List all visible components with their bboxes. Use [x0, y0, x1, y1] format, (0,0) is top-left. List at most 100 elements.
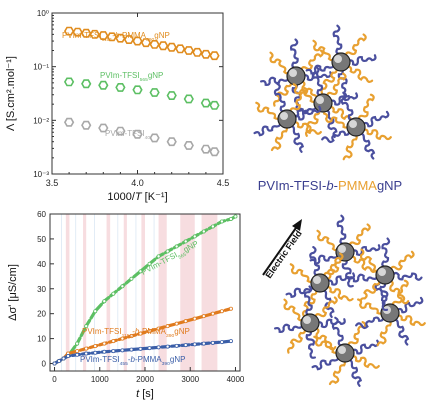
- polymer-chain: [305, 329, 316, 359]
- series-label: PVIm-TFSI565gNP: [100, 71, 163, 83]
- series-0: [63, 26, 220, 61]
- polymer-chain: [357, 298, 384, 315]
- label-part: -: [128, 355, 131, 364]
- series-1: [63, 77, 220, 110]
- data-point: [210, 311, 215, 316]
- data-point: [175, 44, 186, 54]
- polymer-chain: [289, 87, 309, 113]
- data-point: [219, 309, 224, 314]
- polymer-chain: [389, 279, 410, 305]
- data-point: [115, 83, 126, 92]
- data-point: [210, 224, 215, 229]
- nanoparticle-highlight: [289, 69, 297, 77]
- polymer-chain: [392, 318, 410, 346]
- data-point: [183, 239, 188, 244]
- polymer-chain: [312, 39, 336, 62]
- polymer-chain: [357, 93, 375, 121]
- data-point: [201, 229, 206, 234]
- nanoparticle-highlight: [316, 96, 324, 104]
- series-0: [52, 214, 238, 366]
- polymer-chain: [288, 125, 304, 153]
- label-part: t: [136, 388, 140, 400]
- shaded-band: [83, 214, 87, 371]
- shaded-band: [201, 214, 218, 371]
- polymer-chain: [289, 38, 299, 70]
- data-point: [52, 361, 57, 366]
- data-point: [98, 31, 109, 40]
- data-point: [75, 341, 80, 346]
- label-part: [K: [142, 191, 156, 203]
- label-part: PVIm-TFSI: [100, 71, 140, 80]
- polymer-chain: [346, 359, 362, 387]
- x-axis-label: 1000/T [K⁻¹]: [107, 191, 167, 203]
- polymer-chain: [362, 128, 392, 141]
- polymer-chain: [321, 129, 351, 144]
- nanoparticle: [277, 109, 297, 129]
- polymer-chain: [325, 285, 354, 302]
- polymer-chain: [303, 285, 313, 317]
- data-point: [183, 94, 194, 104]
- data-point: [63, 77, 75, 87]
- polymer-chain: [344, 33, 367, 57]
- nanoparticle-highlight: [334, 55, 342, 63]
- data-point: [228, 306, 233, 311]
- polymer-chain: [291, 82, 302, 112]
- data-point: [192, 47, 203, 57]
- polymer-chain: [285, 283, 314, 298]
- data-point: [115, 33, 126, 43]
- data-point: [147, 329, 152, 334]
- nanoparticle: [310, 273, 330, 293]
- data-point: [228, 216, 233, 221]
- label-part: -: [132, 327, 135, 336]
- data-point: [84, 346, 89, 351]
- data-point: [138, 346, 143, 351]
- field-arrow-line: [262, 224, 299, 276]
- polymer-chain: [358, 132, 376, 160]
- label-part: b: [326, 178, 333, 193]
- polymer-chain: [293, 105, 322, 121]
- data-point: [72, 27, 83, 37]
- data-point: [183, 141, 194, 150]
- x-tick-label: 3.5: [46, 178, 59, 188]
- x-tick-label: 1000: [91, 375, 109, 384]
- y-axis-label: Δσ' [μS/cm]: [7, 264, 19, 321]
- data-point: [149, 133, 160, 143]
- polymer-chain: [351, 339, 380, 355]
- polymer-chain: [274, 322, 304, 333]
- label-part: -: [334, 178, 338, 193]
- x-tick-label: 0: [52, 375, 57, 384]
- shaded-band: [106, 214, 111, 371]
- data-point: [233, 214, 238, 219]
- data-point: [98, 123, 109, 133]
- polymer-chain: [359, 279, 381, 304]
- shaded-band: [123, 214, 127, 371]
- data-point: [138, 331, 143, 336]
- polymer-chain: [355, 315, 385, 330]
- series-label: PVIm-TFSI1151-b-PMMA390gNP: [82, 327, 190, 339]
- label-part: -PMMA: [139, 327, 166, 336]
- data-point: [201, 314, 206, 319]
- polymer-chain: [396, 296, 424, 314]
- y-tick-label: 10⁻³: [33, 170, 49, 179]
- data-point: [192, 316, 197, 321]
- data-point: [201, 341, 206, 346]
- label-part: ]: [165, 191, 168, 203]
- label-part: T: [135, 191, 143, 203]
- polymer-chain: [323, 109, 338, 138]
- data-point: [106, 32, 118, 42]
- polymer-chain: [316, 318, 346, 329]
- polymer-chain: [287, 328, 306, 354]
- y-tick-label: 40: [37, 260, 46, 269]
- polymer-chain: [320, 67, 338, 95]
- polymer-chain: [331, 316, 344, 347]
- nanoparticle: [375, 265, 395, 285]
- label-part: PMMA: [338, 178, 377, 193]
- polymer-chain: [293, 121, 322, 135]
- label-part: gNP: [174, 327, 190, 336]
- nanoparticle: [335, 343, 355, 363]
- label-part: 565: [140, 77, 149, 83]
- series-label: PVIm-TFSI1151-b-PMMA390gNP: [62, 31, 170, 43]
- label-part: gNP: [377, 178, 402, 193]
- data-point: [129, 276, 134, 281]
